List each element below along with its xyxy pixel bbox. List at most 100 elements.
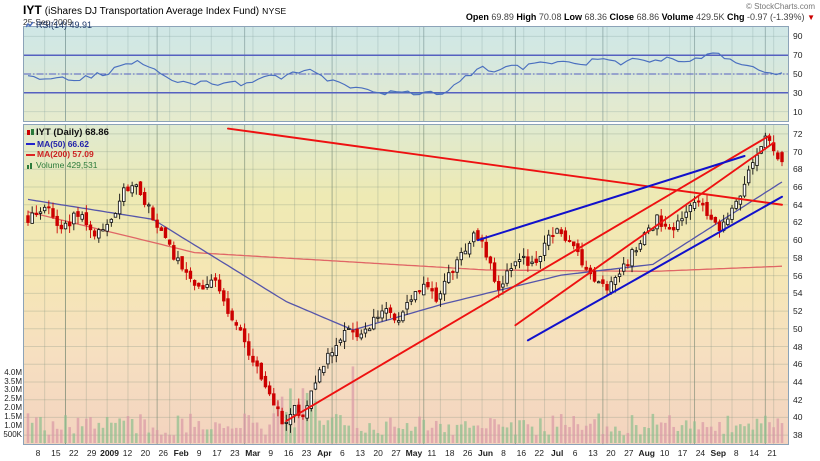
stockcharts-watermark: © StockCharts.com (745, 2, 815, 11)
chart-title: IYT (iShares DJ Transportation Average I… (23, 3, 287, 17)
x-axis-label: 16 (283, 448, 294, 458)
x-axis-label: 26 (158, 448, 169, 458)
x-axis-label: 13 (588, 448, 598, 458)
x-axis-label: Jun (478, 448, 494, 458)
rsi-icon (26, 21, 34, 29)
price-axis-label: 68 (793, 164, 803, 175)
volume-axis-label: 4.0M (4, 367, 22, 377)
high-label: High (516, 12, 537, 22)
x-axis-label: 10 (659, 448, 670, 458)
price-axis-label: 38 (793, 430, 803, 441)
volume-label: Volume (661, 12, 694, 22)
rsi-axis-label: 30 (793, 87, 803, 98)
price-axis-label: 54 (793, 288, 803, 299)
volume-axis-label: 500K (3, 430, 22, 440)
price-legend-line-2: MA(50) 66.62 (26, 139, 109, 150)
x-axis-label: Aug (638, 448, 655, 458)
price-axis-label: 40 (793, 412, 803, 423)
x-axis-label: 20 (140, 448, 151, 458)
x-axis-label: 11 (427, 448, 437, 458)
high-value: 70.08 (538, 12, 562, 22)
x-axis-label: 6 (572, 448, 578, 458)
x-axis-label: Apr (317, 448, 332, 458)
volume-axis-label: 2.0M (4, 403, 22, 413)
price-plot (24, 125, 788, 444)
price-legend: IYT (Daily) 68.86 MA(50) 66.62 MA(200) 5… (26, 127, 109, 171)
quote-bar: Open 69.89 High 70.08 Low 68.36 Close 68… (466, 12, 815, 22)
price-axis-label: 70 (793, 146, 803, 157)
company-name: (iShares DJ Transportation Average Index… (44, 6, 260, 17)
x-axis-label: 16 (516, 448, 527, 458)
x-axis-label: 2009 (100, 448, 120, 458)
x-axis-label: 17 (212, 448, 222, 458)
price-panel (23, 124, 789, 445)
x-axis-label: 23 (301, 448, 312, 458)
price-legend-text-1: IYT (Daily) 68.86 (36, 127, 109, 138)
x-axis-label: 8 (733, 448, 739, 458)
price-axis-label: 50 (793, 323, 803, 334)
x-axis-label: 8 (501, 448, 506, 458)
volume-axis-label: 1.5M (4, 412, 22, 422)
x-axis-label: 9 (196, 448, 202, 458)
price-axis-label: 46 (793, 359, 803, 370)
x-axis-label: May (405, 448, 423, 458)
rsi-plot (24, 27, 788, 121)
close-label: Close (609, 12, 635, 22)
price-legend-line-4: Volume 429,531 (26, 160, 109, 171)
x-axis-label: 23 (230, 448, 240, 458)
rsi-panel (23, 26, 789, 122)
x-axis-label: 9 (268, 448, 274, 458)
price-axis-label: 62 (793, 217, 803, 228)
x-axis-label: 18 (445, 448, 455, 458)
price-axis-label: 64 (793, 199, 803, 210)
price-legend-text-4: Volume 429,531 (36, 159, 98, 170)
low-label: Low (563, 12, 582, 22)
x-axis-label: 8 (35, 448, 41, 458)
x-axis-label: 21 (767, 448, 777, 458)
x-axis-label: 20 (373, 448, 383, 458)
volume-axis-label: 3.5M (4, 376, 22, 386)
x-axis-label: 24 (695, 448, 706, 458)
x-axis-label: 14 (749, 448, 759, 458)
low-value: 68.36 (584, 12, 608, 22)
x-axis-label: 20 (606, 448, 616, 458)
volume-value: 429.5K (695, 12, 725, 22)
price-axis-label: 66 (793, 182, 803, 193)
x-axis-label: 27 (391, 448, 401, 458)
chart-date: 25-Sep-2009 (23, 17, 73, 27)
volume-axis-label: 3.0M (4, 385, 22, 395)
x-axis-label: 22 (69, 448, 79, 458)
rsi-legend-text: RSI(14) 49.91 (36, 20, 93, 30)
price-legend-line-3: MA(200) 57.09 (26, 149, 109, 160)
rsi-legend: RSI(14) 49.91 (26, 20, 92, 31)
volume-axis-label: 2.5M (4, 394, 22, 404)
price-legend-text-2: MA(50) 66.62 (37, 138, 89, 149)
chg-label: Chg (727, 12, 745, 22)
volume-bars-icon (26, 161, 34, 169)
chg-value: -0.97 (-1.39%) (747, 12, 805, 22)
x-axis-label: Jul (551, 448, 564, 458)
price-axis-label: 42 (793, 394, 803, 405)
x-axis-label: 15 (51, 448, 61, 458)
close-value: 68.86 (636, 12, 660, 22)
rsi-axis-label: 10 (793, 106, 803, 117)
x-axis-label: 29 (86, 448, 97, 458)
price-axis-label: 60 (793, 235, 803, 246)
rsi-axis-label: 70 (793, 50, 803, 61)
x-axis-label: Sep (710, 448, 727, 458)
open-label: Open (465, 12, 489, 22)
candle-icon (26, 128, 34, 136)
x-axis-label: 12 (122, 448, 133, 458)
price-axis-label: 72 (793, 128, 803, 139)
volume-axis-label: 1.0M (4, 421, 22, 431)
chg-down-arrow-icon: ▼ (807, 13, 815, 22)
ma200-swatch-icon (26, 153, 35, 156)
ma50-swatch-icon (26, 143, 35, 146)
x-axis-label: 6 (339, 448, 345, 458)
exchange-label: NYSE (262, 6, 287, 16)
price-axis-label: 52 (793, 306, 803, 317)
price-axis-label: 58 (793, 252, 803, 263)
price-axis-label: 56 (793, 270, 803, 281)
price-axis-label: 48 (793, 341, 803, 352)
